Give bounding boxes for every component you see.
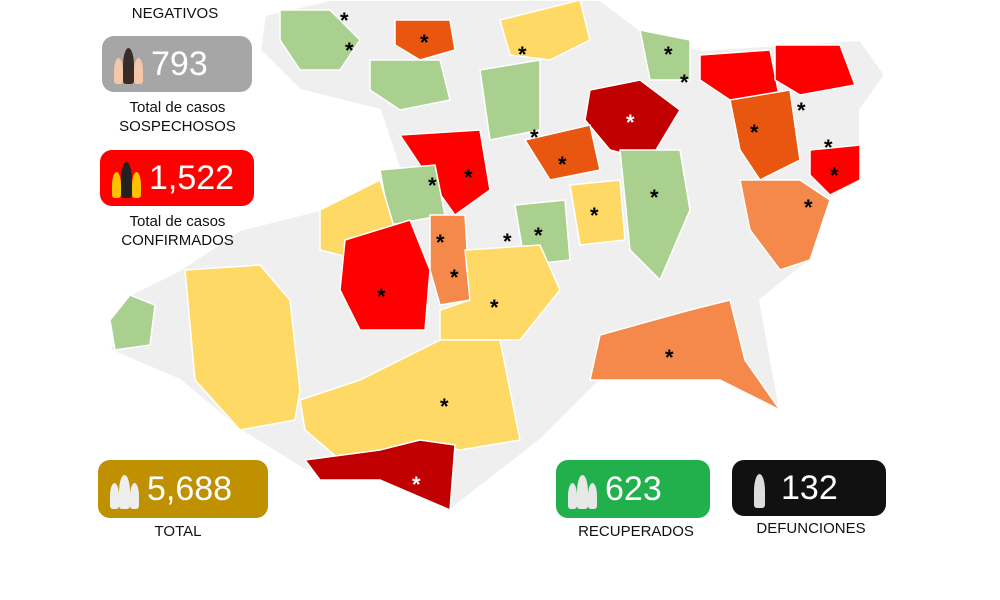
case-marker: *: [626, 110, 635, 135]
people-icon: [568, 469, 597, 509]
confirmados-label: Total de casos CONFIRMADOS: [100, 212, 255, 250]
people-icon: [110, 469, 139, 509]
markers: * * * * * * * * * * * * * * * * * * * * …: [340, 8, 839, 497]
confirmados-badge: 1,522: [100, 150, 254, 206]
case-marker: *: [450, 265, 459, 290]
sospechosos-value: 793: [151, 44, 208, 83]
region-green: [109, 294, 156, 351]
region-green: [479, 59, 541, 141]
defunciones-value: 132: [781, 468, 838, 507]
region-yellow: [299, 339, 521, 461]
region-yellow: [184, 264, 301, 431]
region-green: [619, 149, 691, 282]
region-green: [369, 59, 451, 111]
region-lightorange: [739, 179, 831, 271]
region-orange: [394, 19, 456, 61]
label-line: SOSPECHOSOS: [119, 118, 236, 135]
case-marker: *: [464, 165, 473, 190]
sospechosos-badge: 793: [102, 36, 252, 92]
case-marker: *: [503, 229, 512, 254]
label-line: CONFIRMADOS: [121, 232, 234, 249]
defunciones-badge: 132: [732, 460, 886, 516]
region-yellow: [569, 179, 626, 246]
case-marker: *: [412, 472, 421, 497]
case-marker: *: [824, 135, 833, 160]
region-red: [809, 144, 861, 196]
case-marker: *: [558, 152, 567, 177]
case-marker: *: [420, 30, 429, 55]
case-marker: *: [680, 70, 689, 95]
negativos-label: NEGATIVOS: [131, 5, 219, 22]
case-marker: *: [665, 345, 674, 370]
case-marker: *: [345, 38, 354, 63]
case-marker: *: [340, 8, 349, 33]
case-marker: *: [490, 295, 499, 320]
case-marker: *: [530, 125, 539, 150]
defunciones-label: DEFUNCIONES: [756, 520, 866, 537]
region-orange: [729, 89, 801, 181]
case-marker: *: [804, 195, 813, 220]
case-marker: *: [830, 163, 839, 188]
region-yellow: [499, 0, 591, 61]
case-marker: *: [534, 223, 543, 248]
recuperados-label: RECUPERADOS: [578, 523, 694, 540]
region-lightorange: [429, 214, 471, 306]
people-icon: [112, 158, 141, 198]
case-marker: *: [440, 394, 449, 419]
confirmados-value: 1,522: [149, 158, 235, 197]
case-marker: *: [750, 120, 759, 145]
case-marker: *: [664, 42, 673, 67]
region-darkred: [303, 439, 456, 512]
region-green: [639, 29, 691, 81]
sospechosos-label: Total de casos SOSPECHOSOS: [100, 98, 255, 136]
recuperados-badge: 623: [556, 460, 710, 518]
region-orange: [523, 124, 601, 181]
case-marker: *: [518, 42, 527, 67]
total-badge: 5,688: [98, 460, 268, 518]
total-value: 5,688: [147, 469, 233, 508]
people-icon: [114, 44, 143, 84]
label-line: Total de casos: [129, 213, 226, 230]
region-lightorange: [589, 299, 781, 411]
case-marker: *: [377, 284, 386, 309]
total-label: TOTAL: [154, 523, 202, 540]
person-icon: [754, 468, 765, 508]
case-marker: *: [436, 230, 445, 255]
case-marker: *: [650, 185, 659, 210]
case-marker: *: [590, 203, 599, 228]
label-line: Total de casos: [129, 99, 226, 116]
case-marker: *: [797, 98, 806, 123]
region-red: [339, 219, 431, 331]
recuperados-value: 623: [605, 469, 662, 508]
case-marker: *: [428, 173, 437, 198]
region-red: [774, 44, 857, 96]
region-green: [279, 9, 361, 71]
